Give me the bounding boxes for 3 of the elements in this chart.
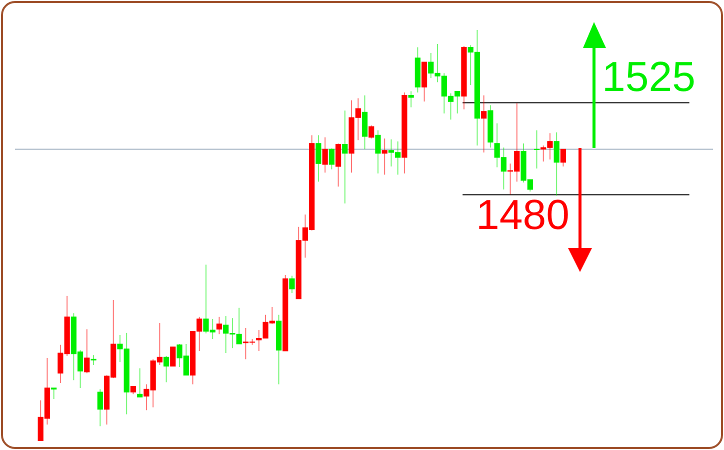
candlestick (170, 346, 176, 367)
annotation: 1480 (476, 191, 570, 238)
text: 1525 (602, 53, 696, 100)
